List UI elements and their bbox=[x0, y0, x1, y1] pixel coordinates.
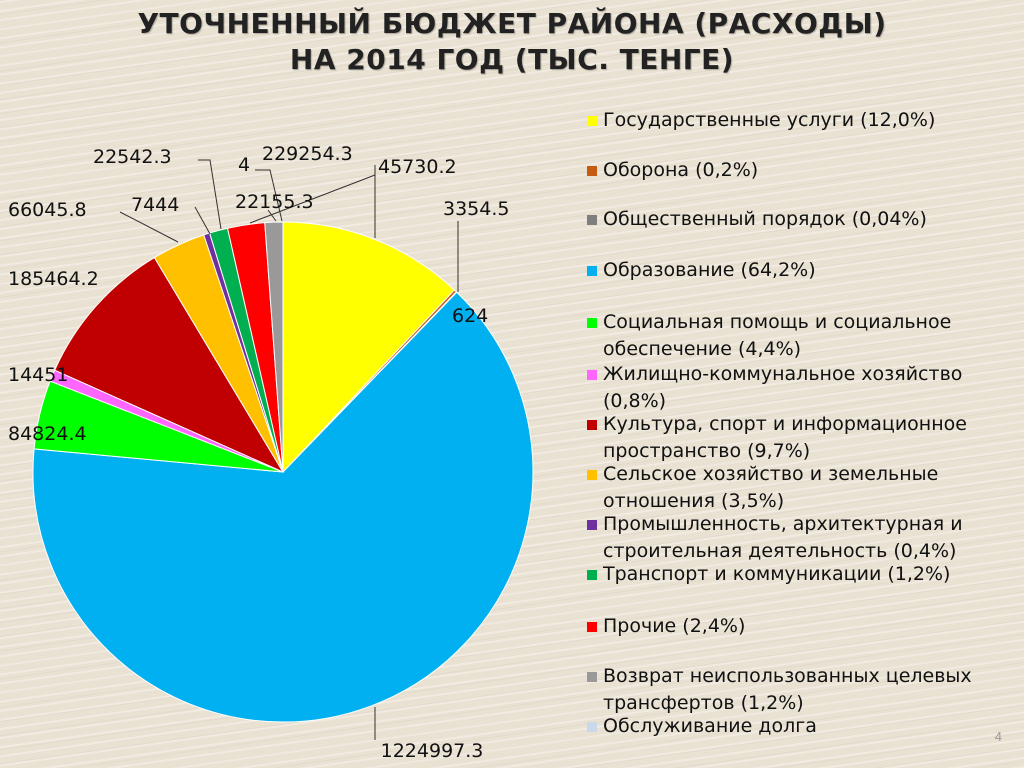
legend-swatch bbox=[587, 420, 597, 430]
legend-label: Общественный порядок (0,04%) bbox=[603, 208, 927, 230]
legend-item: Общественный порядок (0,04%) bbox=[585, 206, 1010, 233]
legend-item: Государственные услуги (12,0%) bbox=[585, 107, 1010, 134]
legend-label: Оборона (0,2%) bbox=[603, 159, 759, 181]
leader-line bbox=[267, 209, 277, 222]
slide-title: УТОЧНЕННЫЙ БЮДЖЕТ РАЙОНА (РАСХОДЫ) НА 20… bbox=[0, 6, 1024, 78]
legend-item: Промышленность, архитектурная и строител… bbox=[585, 511, 1010, 565]
legend-swatch bbox=[587, 470, 597, 480]
legend-swatch bbox=[587, 166, 597, 176]
chart-legend: Государственные услуги (12,0%) Оборона (0… bbox=[585, 0, 1015, 768]
legend-label: Жилищно-коммунальное хозяйство (0,8%) bbox=[603, 363, 963, 412]
legend-item: Образование (64,2%) bbox=[585, 257, 1010, 284]
legend-swatch bbox=[587, 622, 597, 632]
pie-chart: 229254.3 3354.5 624 1224997.3 84824.4 14451 18… bbox=[8, 143, 534, 762]
legend-item: Оборона (0,2%) bbox=[585, 157, 1010, 184]
slice-value-label: 185464.2 bbox=[8, 268, 99, 290]
legend-item: Возврат неиспользованных целевых трансфе… bbox=[585, 663, 1010, 717]
legend-label: Промышленность, архитектурная и строител… bbox=[603, 513, 963, 562]
legend-swatch bbox=[587, 370, 597, 380]
slice-value-label: 84824.4 bbox=[8, 423, 87, 445]
legend-item: Транспорт и коммуникации (1,2%) bbox=[585, 561, 1010, 588]
legend-label: Сельское хозяйство и земельные отношения… bbox=[603, 463, 939, 512]
legend-swatch bbox=[587, 215, 597, 225]
legend-swatch bbox=[587, 672, 597, 682]
legend-label: Социальная помощь и социальное обеспечен… bbox=[603, 311, 952, 360]
legend-label: Государственные услуги (12,0%) bbox=[603, 109, 936, 131]
slice-value-label: 229254.3 bbox=[262, 143, 353, 165]
pie-slice bbox=[54, 256, 285, 474]
legend-label: Обслуживание долга bbox=[603, 715, 817, 737]
legend-label: Возврат неиспользованных целевых трансфе… bbox=[603, 665, 972, 714]
legend-item: Жилищно-коммунальное хозяйство (0,8%) bbox=[585, 361, 1010, 415]
legend-swatch bbox=[587, 116, 597, 126]
legend-swatch bbox=[587, 318, 597, 328]
legend-label: Прочие (2,4%) bbox=[603, 615, 746, 637]
slice-value-label: 4 bbox=[238, 154, 250, 176]
slice-value-label: 1224997.3 bbox=[381, 740, 484, 762]
slice-value-label: 624 bbox=[452, 305, 488, 327]
legend-item: Культура, спорт и информационное простра… bbox=[585, 411, 1010, 465]
legend-item: Сельское хозяйство и земельные отношения… bbox=[585, 461, 1010, 515]
page-number: 4 bbox=[994, 729, 1002, 744]
legend-swatch bbox=[587, 722, 597, 732]
pie-slice bbox=[32, 291, 534, 723]
slice-value-label: 66045.8 bbox=[8, 199, 87, 221]
leader-line bbox=[249, 174, 376, 224]
legend-item: Прочие (2,4%) bbox=[585, 613, 1010, 640]
legend-label: Транспорт и коммуникации (1,2%) bbox=[603, 563, 951, 585]
slice-value-label: 7444 bbox=[131, 194, 179, 216]
slice-value-label: 22542.3 bbox=[93, 146, 172, 168]
slice-value-label: 45730.2 bbox=[378, 156, 457, 178]
leader-line bbox=[198, 159, 222, 230]
leader-line bbox=[194, 206, 211, 235]
legend-label: Культура, спорт и информационное простра… bbox=[603, 413, 967, 462]
legend-item: Социальная помощь и социальное обеспечен… bbox=[585, 309, 1010, 363]
legend-swatch bbox=[587, 266, 597, 276]
title-line-1: УТОЧНЕННЫЙ БЮДЖЕТ РАЙОНА (РАСХОДЫ) bbox=[137, 7, 887, 40]
leader-line bbox=[119, 211, 179, 243]
pie-slice bbox=[282, 221, 456, 474]
slice-value-label: 3354.5 bbox=[443, 198, 509, 220]
legend-item: Обслуживание долга bbox=[585, 713, 1010, 740]
legend-label: Образование (64,2%) bbox=[603, 259, 816, 281]
slice-value-label: 22155.3 bbox=[235, 191, 314, 213]
legend-swatch bbox=[587, 570, 597, 580]
title-line-2: НА 2014 ГОД (ТЫС. ТЕНГЕ) bbox=[289, 43, 735, 76]
leader-line bbox=[255, 169, 283, 222]
legend-swatch bbox=[587, 520, 597, 530]
slice-value-label: 14451 bbox=[8, 364, 68, 386]
